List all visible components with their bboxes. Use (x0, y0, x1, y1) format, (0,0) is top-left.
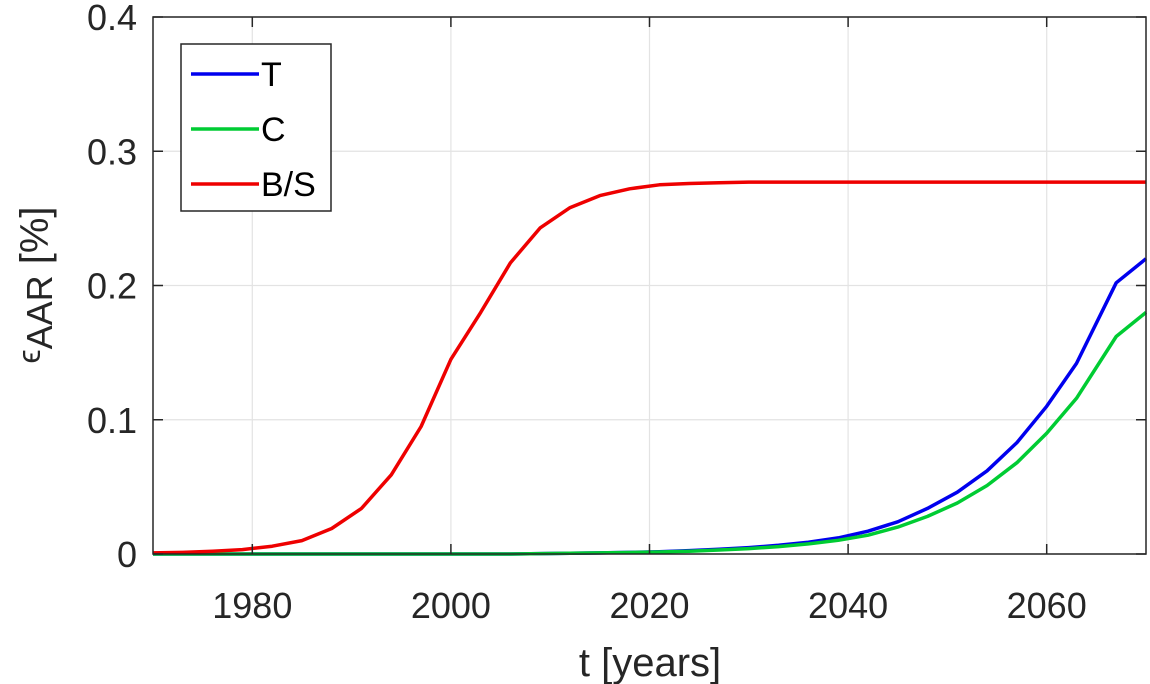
svg-text:ϵAAR [%]: ϵAAR [%] (11, 206, 60, 363)
legend-label: T (261, 56, 282, 94)
x-tick-label: 2020 (609, 585, 689, 626)
y-tick-label: 0.1 (87, 400, 137, 441)
y-axis-label: ϵAAR [%] (11, 206, 60, 363)
axes (152, 16, 1147, 555)
series-line-bs (152, 180, 1146, 555)
y-tick-label: 0 (117, 534, 137, 575)
legend-label: B/S (261, 166, 316, 204)
tick-labels: 1980 2000 2020 2040 2060 0 0.1 0.2 0.3 0.4 (87, 0, 1087, 626)
y-tick-label: 0.4 (87, 0, 137, 38)
x-tick-label: 2040 (808, 585, 888, 626)
x-tick-label: 2060 (1007, 585, 1087, 626)
y-tick-label: 0.2 (87, 266, 137, 307)
legend-label: C (261, 111, 286, 149)
legend: TC B/S (180, 43, 332, 212)
y-axis-label-symbol: ϵ (11, 349, 47, 363)
x-axis-label: t [years] (579, 641, 721, 684)
y-axis-label-unit: [%] (13, 206, 57, 275)
x-tick-label: 2000 (411, 585, 491, 626)
x-tick-label: 1980 (212, 585, 292, 626)
y-tick-label: 0.3 (87, 131, 137, 172)
y-axis-label-subscript: AAR (19, 275, 60, 349)
